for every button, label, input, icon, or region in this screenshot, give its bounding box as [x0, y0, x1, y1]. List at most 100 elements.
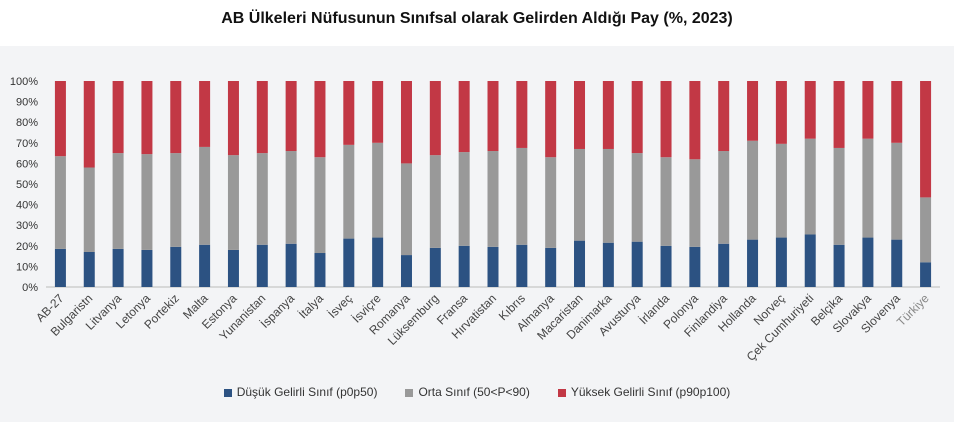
- bar-segment: [343, 238, 355, 287]
- bar-segment: [920, 81, 932, 198]
- bar-segment: [689, 246, 701, 287]
- bar-segment: [775, 143, 787, 238]
- bar-segment: [862, 237, 874, 287]
- bar-segment: [516, 81, 528, 148]
- y-tick-label: 90%: [16, 97, 38, 109]
- bar-segment: [314, 253, 326, 287]
- y-tick-label: 100%: [10, 76, 38, 88]
- bar-segment: [574, 240, 586, 287]
- bar-segment: [400, 255, 412, 287]
- bar-segment: [747, 140, 759, 240]
- bar-segment: [920, 197, 932, 263]
- bar-segment: [833, 147, 845, 245]
- bar-segment: [660, 81, 672, 158]
- bar-segment: [602, 242, 614, 287]
- bar-segment: [689, 81, 701, 160]
- bar-segment: [516, 244, 528, 287]
- bar-segment: [891, 239, 903, 287]
- bar-segment: [314, 157, 326, 254]
- bar-segment: [227, 155, 239, 250]
- bar-segment: [660, 245, 672, 287]
- bar-segment: [862, 138, 874, 238]
- legend-label: Orta Sınıf (50<P<90): [418, 385, 530, 399]
- legend-label: Yüksek Gelirli Sınıf (p90p100): [570, 385, 731, 399]
- bar-segment: [862, 81, 874, 139]
- bar-segment: [804, 81, 816, 139]
- bar-segment: [660, 157, 672, 246]
- bar-segment: [199, 146, 211, 245]
- bar-segment: [256, 153, 268, 245]
- chart-legend: Düşük Gelirli Sınıf (p0p50) Orta Sınıf (5…: [0, 385, 954, 399]
- y-tick-label: 40%: [16, 200, 38, 212]
- bar-segment: [804, 138, 816, 235]
- bar-segment: [170, 81, 182, 154]
- bar-segment: [343, 144, 355, 239]
- legend-entry: Orta Sınıf (50<P<90): [405, 385, 530, 399]
- bar-segment: [891, 142, 903, 240]
- bar-segment: [631, 153, 643, 242]
- bar-segment: [833, 244, 845, 287]
- bar-segment: [54, 156, 66, 249]
- bar-segment: [487, 151, 499, 247]
- bar-segment: [227, 249, 239, 287]
- bar-segment: [747, 81, 759, 141]
- bar-segment: [141, 81, 153, 155]
- bar-segment: [429, 81, 441, 156]
- bar-segment: [83, 81, 95, 168]
- bar-segment: [487, 81, 499, 152]
- bar-segment: [83, 167, 95, 252]
- y-tick-label: 30%: [16, 220, 38, 232]
- bar-segment: [285, 243, 297, 287]
- bar-segment: [718, 81, 730, 152]
- bar-segment: [170, 153, 182, 247]
- bar-segment: [112, 81, 124, 154]
- bar-segment: [487, 246, 499, 287]
- bar-segment: [775, 237, 787, 287]
- y-tick-label: 80%: [16, 117, 38, 129]
- bar-segment: [458, 245, 470, 287]
- bar-segment: [920, 262, 932, 287]
- y-tick-label: 60%: [16, 158, 38, 170]
- x-tick-label: İtalya: [296, 291, 326, 321]
- bar-segment: [545, 247, 557, 287]
- bar-segment: [112, 153, 124, 249]
- bar-segment: [199, 81, 211, 147]
- legend-swatch: [557, 388, 566, 397]
- bar-segment: [170, 246, 182, 287]
- bar-segment: [602, 81, 614, 149]
- chart-title: AB Ülkeleri Nüfusunun Sınıfsal olarak Ge…: [221, 10, 733, 27]
- bar-segment: [833, 81, 845, 148]
- legend-swatch: [223, 388, 232, 397]
- bar-segment: [285, 151, 297, 244]
- x-tick-label: Türkiye: [894, 291, 932, 329]
- bar-segment: [747, 239, 759, 287]
- bar-segment: [372, 142, 384, 238]
- bar-segment: [199, 244, 211, 287]
- bar-segment: [227, 81, 239, 156]
- bar-segment: [112, 248, 124, 287]
- bar-segment: [631, 81, 643, 154]
- bar-segment: [54, 248, 66, 287]
- legend-swatch: [405, 388, 414, 397]
- bar-segment: [574, 81, 586, 149]
- bar-segment: [718, 243, 730, 287]
- y-tick-label: 0%: [22, 282, 38, 294]
- bar-segment: [285, 81, 297, 152]
- y-tick-label: 70%: [16, 138, 38, 150]
- bar-segment: [775, 81, 787, 144]
- legend-entry: Düşük Gelirli Sınıf (p0p50): [223, 385, 378, 399]
- y-tick-label: 50%: [16, 179, 38, 191]
- legend-entry: Yüksek Gelirli Sınıf (p90p100): [557, 385, 731, 399]
- bar-segment: [545, 157, 557, 248]
- bar-segment: [458, 81, 470, 153]
- bar-segment: [314, 81, 326, 158]
- bar-segment: [545, 81, 557, 158]
- y-tick-label: 20%: [16, 241, 38, 253]
- legend-label: Düşük Gelirli Sınıf (p0p50): [236, 385, 378, 399]
- bar-segment: [141, 249, 153, 287]
- bar-segment: [83, 251, 95, 287]
- bar-segment: [689, 159, 701, 247]
- bar-segment: [256, 81, 268, 154]
- bar-segment: [256, 244, 268, 287]
- bar-segment: [631, 241, 643, 287]
